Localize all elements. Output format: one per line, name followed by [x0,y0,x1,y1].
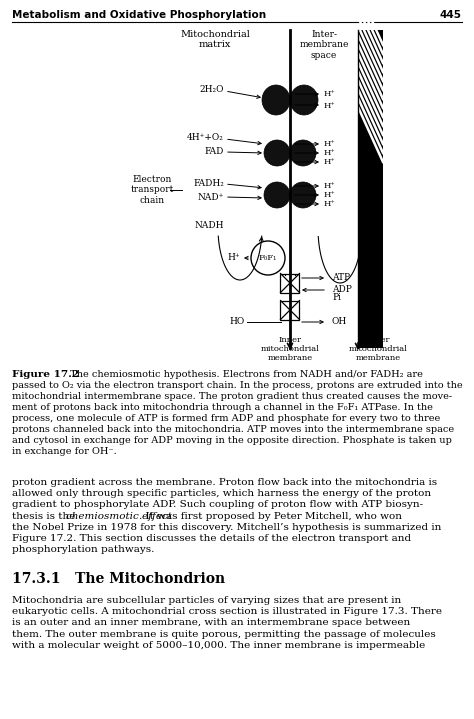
Text: 4H⁺+O₂: 4H⁺+O₂ [187,134,224,142]
Text: and cytosol in exchange for ADP moving in the opposite direction. Phosphate is t: and cytosol in exchange for ADP moving i… [12,436,452,445]
Text: NADH: NADH [194,221,224,229]
Text: thesis is the: thesis is the [12,512,79,521]
Text: proton gradient across the membrane. Proton flow back into the mitochondria is: proton gradient across the membrane. Pro… [12,478,437,487]
Text: H⁺: H⁺ [227,254,240,262]
Text: ADP: ADP [332,285,352,293]
Text: Inter-
membrane
space: Inter- membrane space [299,30,349,60]
Ellipse shape [264,140,290,166]
Text: The chemiosmotic hypothesis. Electrons from NADH and/or FADH₂ are: The chemiosmotic hypothesis. Electrons f… [67,370,423,379]
Text: OH: OH [332,318,347,326]
Text: Inner
mitochondrial
membrane: Inner mitochondrial membrane [261,336,319,362]
Text: 17.3.1   The Mitochondrion: 17.3.1 The Mitochondrion [12,572,225,586]
Ellipse shape [290,85,318,115]
Bar [281,301,300,319]
Text: gradient to phosphorylate ADP. Such coupling of proton flow with ATP biosyn-: gradient to phosphorylate ADP. Such coup… [12,500,423,509]
Text: F₀F₁: F₀F₁ [259,254,277,262]
Text: H⁺: H⁺ [324,182,336,190]
Text: ment of protons back into mitochondria through a channel in the F₀F₁ ATPase. In : ment of protons back into mitochondria t… [12,403,433,412]
Text: H⁺: H⁺ [324,140,336,148]
Text: passed to O₂ via the electron transport chain. In the process, protons are extru: passed to O₂ via the electron transport … [12,381,463,390]
Text: them. The outer membrane is quite porous, permitting the passage of molecules: them. The outer membrane is quite porous… [12,630,436,638]
Text: phosphorylation pathways.: phosphorylation pathways. [12,545,155,554]
Text: process, one molecule of ATP is formed frm ADP and phosphate for every two to th: process, one molecule of ATP is formed f… [12,414,440,423]
Ellipse shape [264,182,290,208]
Text: H⁺: H⁺ [324,149,336,157]
Text: H⁺: H⁺ [324,158,336,166]
Text: H⁺: H⁺ [324,102,336,110]
Text: NAD⁺: NAD⁺ [198,193,224,201]
Text: Mitochondrial
matrix: Mitochondrial matrix [180,30,250,50]
Text: Figure 17.2: Figure 17.2 [12,370,79,379]
Text: mitochondrial intermembrane space. The proton gradient thus created causes the m: mitochondrial intermembrane space. The p… [12,392,452,401]
Text: is an outer and an inner membrane, with an intermembrane space between: is an outer and an inner membrane, with … [12,618,410,628]
Circle shape [251,241,285,275]
Text: in exchange for OH⁻.: in exchange for OH⁻. [12,447,117,456]
Text: with a molecular weight of 5000–10,000. The inner membrane is impermeable: with a molecular weight of 5000–10,000. … [12,641,425,650]
Text: the Nobel Prize in 1978 for this discovery. Mitchell’s hypothesis is summarized : the Nobel Prize in 1978 for this discove… [12,523,441,532]
Ellipse shape [262,85,290,115]
Text: 2H₂O: 2H₂O [200,86,224,94]
Text: allowed only through specific particles, which harness the energy of the proton: allowed only through specific particles,… [12,489,431,498]
Text: Metabolism and Oxidative Phosphorylation: Metabolism and Oxidative Phosphorylation [12,10,266,20]
Text: Mitochondria are subcellular particles of varying sizes that are present in: Mitochondria are subcellular particles o… [12,596,401,605]
Text: . It was first proposed by Peter Mitchell, who won: . It was first proposed by Peter Mitchel… [139,512,402,521]
Text: ATP: ATP [332,273,350,283]
Text: 445: 445 [440,10,462,20]
Text: Outer
mitochondrial
membrane: Outer mitochondrial membrane [348,336,408,362]
Ellipse shape [290,182,316,208]
Ellipse shape [290,140,316,166]
Text: chemiosmotic effect: chemiosmotic effect [66,512,172,521]
Text: H⁺: H⁺ [324,200,336,208]
Text: H⁺: H⁺ [324,191,336,199]
Bar [358,30,383,348]
Text: HO: HO [230,318,245,326]
Text: FAD: FAD [205,147,224,157]
Text: Figure 17.2. This section discusses the details of the electron transport and: Figure 17.2. This section discusses the … [12,534,411,543]
Text: protons channeled back into the mitochondria. ATP moves into the intermembrane s: protons channeled back into the mitochon… [12,425,454,434]
Text: Pi: Pi [332,293,341,303]
Text: Electron
transport
chain: Electron transport chain [130,175,173,205]
Text: FADH₂: FADH₂ [193,178,224,188]
Text: eukaryotic cells. A mitochondrial cross section is illustrated in Figure 17.3. T: eukaryotic cells. A mitochondrial cross … [12,608,442,616]
Bar [281,273,300,293]
Text: H⁺: H⁺ [324,90,336,98]
